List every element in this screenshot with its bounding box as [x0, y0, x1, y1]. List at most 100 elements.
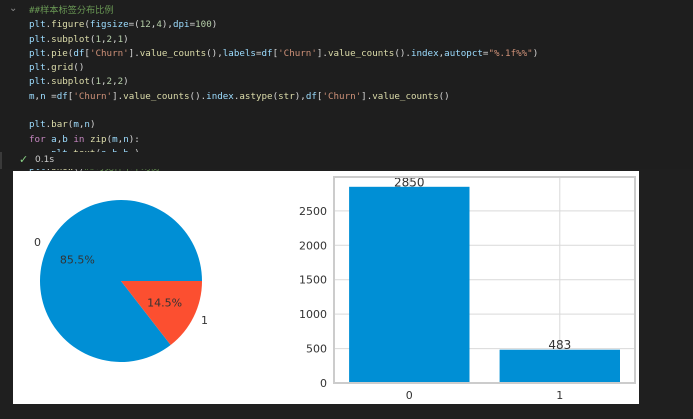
code-token: )	[89, 119, 96, 131]
code-token: value_counts	[372, 90, 439, 102]
chevron-down-icon[interactable]: ⌄	[9, 3, 18, 14]
code-line[interactable]: m,n =df['Churn'].value_counts().index.as…	[29, 90, 538, 104]
code-token: subplot	[51, 33, 90, 45]
code-token: =	[482, 47, 489, 59]
code-token: (	[67, 47, 74, 59]
code-line[interactable]: ##样本标签分布比例	[29, 4, 538, 18]
code-token: )	[123, 76, 129, 88]
code-line[interactable]: plt.subplot(1,2,2)	[29, 75, 538, 89]
code-token: index	[206, 90, 234, 102]
code-line[interactable]: plt.pie(df['Churn'].value_counts(),label…	[29, 47, 538, 61]
code-token: plt	[29, 76, 46, 88]
code-token: ,	[56, 133, 63, 145]
code-token: value_counts	[327, 47, 395, 59]
code-token: ),	[161, 19, 173, 31]
code-token: plt	[29, 47, 46, 59]
code-line[interactable]: plt.grid()	[29, 61, 538, 75]
code-token: =	[45, 90, 57, 102]
code-token: [	[67, 90, 74, 102]
code-token: =(	[128, 19, 140, 31]
code-line[interactable]: plt.subplot(1,2,1)	[29, 33, 538, 47]
code-token: ,	[34, 90, 41, 102]
code-token: 4	[156, 19, 162, 31]
code-line[interactable]	[29, 104, 538, 118]
code-token: plt	[29, 19, 46, 31]
code-token: in	[73, 133, 85, 145]
y-tick-label: 500	[306, 343, 327, 356]
code-token: (	[272, 90, 279, 102]
code-token: [	[84, 47, 90, 59]
code-token: [	[316, 90, 323, 102]
bar-data-label: 483	[548, 338, 571, 352]
code-token: 2	[106, 76, 113, 88]
x-tick-label: 1	[556, 389, 563, 402]
code-token: ].	[112, 90, 124, 102]
code-token: )	[123, 33, 129, 45]
pie-pct-label: 14.5%	[147, 296, 182, 309]
code-token: .	[233, 90, 240, 102]
code-token: .	[45, 33, 52, 45]
pie-slice	[121, 281, 202, 345]
code-token: )	[211, 19, 218, 31]
code-token: (	[89, 76, 96, 88]
code-token: str	[278, 90, 295, 102]
code-token: n	[123, 133, 129, 145]
code-token: df	[261, 47, 273, 59]
code-line[interactable]: plt.bar(m,n)	[29, 118, 538, 132]
code-token: .	[45, 19, 52, 31]
code-token: m	[73, 119, 79, 131]
y-tick-label: 1500	[299, 274, 327, 287]
pie-label: 1	[201, 314, 208, 327]
code-token: ,	[117, 133, 124, 145]
code-token: ,	[150, 19, 157, 31]
code-token: 1	[95, 33, 101, 45]
code-token: m	[29, 90, 35, 102]
y-tick-label: 2500	[299, 205, 327, 218]
code-token: ,	[112, 33, 118, 45]
code-token: b	[62, 133, 68, 145]
code-token: pie	[51, 47, 68, 59]
bar-data-label: 2850	[394, 175, 425, 189]
code-token: ].	[128, 47, 140, 59]
code-token: .	[45, 76, 52, 88]
code-token: ,	[100, 33, 107, 45]
code-token: =	[189, 19, 196, 31]
code-editor[interactable]: ⌄ ##样本标签分布比例 plt.figure(figsize=(12,4),dp…	[0, 0, 693, 173]
code-token: value_counts	[123, 90, 190, 102]
code-token: 1	[95, 76, 101, 88]
code-token: ,	[100, 76, 107, 88]
check-icon: ✓	[19, 153, 29, 166]
code-token: (	[84, 19, 90, 31]
code-token: figsize	[89, 19, 129, 31]
code-token: zip	[89, 133, 107, 145]
code-token: index	[410, 47, 439, 59]
bar	[499, 349, 620, 383]
pie-label: 0	[34, 236, 41, 249]
code-token: ().	[189, 90, 207, 102]
code-token: 'Churn'	[278, 47, 317, 59]
code-line[interactable]: for a,b in zip(m,n):	[29, 133, 538, 147]
y-tick-label: 2000	[299, 239, 327, 252]
axes-frame	[333, 176, 636, 384]
y-tick-label: 1000	[299, 308, 327, 321]
pie-slice	[39, 200, 202, 363]
figure-canvas: 0 85.5% 1 14.5% 2850 483 0 500 1000 1500 2000 2500 0…	[34, 175, 636, 402]
code-token: ].	[361, 90, 373, 102]
code-token: ()	[73, 62, 85, 74]
code-token: value_counts	[139, 47, 207, 59]
x-tick-label: 0	[406, 389, 413, 402]
code-token: figure	[51, 19, 85, 31]
code-token: ,	[112, 76, 118, 88]
code-line[interactable]: plt.figure(figsize=(12,4),dpi=100)	[29, 18, 538, 32]
code-token: (	[89, 33, 96, 45]
code-token: autopct	[444, 47, 483, 59]
code-token: plt	[29, 33, 46, 45]
code-token: ].	[316, 47, 328, 59]
code-cell-source[interactable]: ##样本标签分布比例 plt.figure(figsize=(12,4),dpi=…	[29, 4, 538, 176]
code-token: ##样本标签分布比例	[29, 5, 114, 16]
code-token: ()	[438, 90, 450, 102]
code-token: "%.1f%%"	[488, 47, 533, 59]
code-token: a	[51, 133, 57, 145]
code-token: [	[272, 47, 279, 59]
code-token: df	[73, 47, 85, 59]
